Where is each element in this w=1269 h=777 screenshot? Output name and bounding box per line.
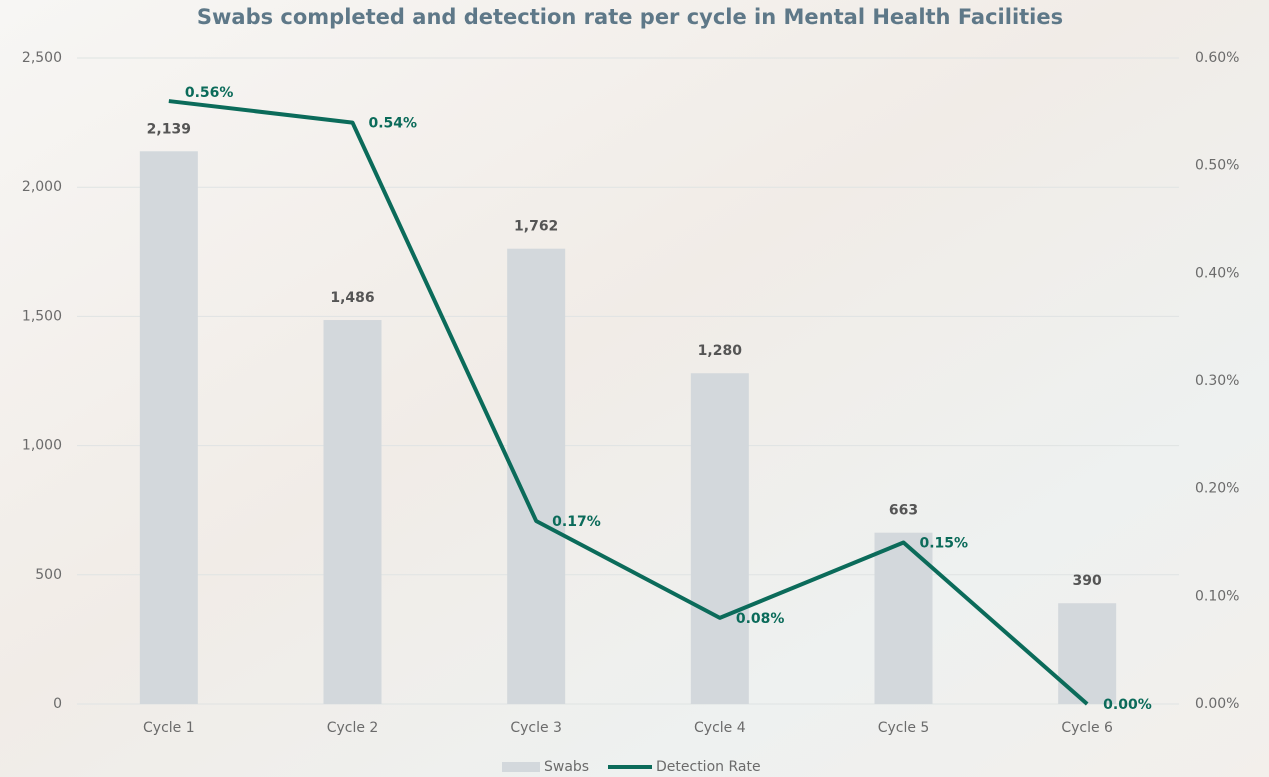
y-tick-label: 500: [35, 567, 62, 583]
y2-tick-label: 0.60%: [1195, 50, 1239, 66]
y-tick-label: 1,000: [22, 438, 62, 454]
bar-value-label: 663: [889, 503, 918, 519]
legend-swatch: [502, 762, 540, 772]
x-tick-label: Cycle 1: [143, 720, 195, 736]
x-tick-label: Cycle 2: [327, 720, 379, 736]
bar: [139, 151, 198, 704]
bar: [1058, 603, 1117, 704]
y2-tick-label: 0.40%: [1195, 265, 1239, 281]
y2-tick-label: 0.00%: [1195, 696, 1239, 712]
line: [168, 99, 1089, 706]
y2-tick-label: 0.20%: [1195, 481, 1239, 497]
bar-value-label: 1,486: [330, 290, 374, 306]
y-tick-label: 2,500: [22, 50, 62, 66]
x-tick-label: Cycle 3: [510, 720, 562, 736]
y2-tick-label: 0.30%: [1195, 373, 1239, 389]
y-tick-label: 0: [53, 696, 62, 712]
bar: [323, 320, 382, 704]
y2-tick-label: 0.10%: [1195, 588, 1239, 604]
legend-label: Detection Rate: [656, 759, 761, 775]
line-value-label: 0.17%: [552, 514, 601, 530]
chart-title: Swabs completed and detection rate per c…: [197, 5, 1063, 29]
x-tick-label: Cycle 4: [694, 720, 746, 736]
line-value-label: 0.08%: [736, 611, 785, 627]
y-tick-label: 2,000: [22, 179, 62, 195]
bar-value-label: 1,280: [698, 343, 743, 359]
line-value-label: 0.54%: [369, 116, 418, 132]
y2-tick-label: 0.50%: [1195, 158, 1239, 174]
x-tick-label: Cycle 6: [1061, 720, 1113, 736]
x-tick-label: Cycle 5: [878, 720, 930, 736]
line-value-label: 0.56%: [185, 85, 234, 101]
line-value-label: 0.00%: [1103, 697, 1152, 713]
bar-value-label: 1,762: [514, 219, 558, 235]
bar-value-label: 390: [1073, 573, 1102, 589]
legend-label: Swabs: [544, 759, 589, 775]
bar: [690, 373, 749, 704]
bar-value-label: 2,139: [147, 121, 191, 137]
y-tick-label: 1,500: [22, 308, 62, 324]
line-value-label: 0.15%: [920, 536, 969, 552]
